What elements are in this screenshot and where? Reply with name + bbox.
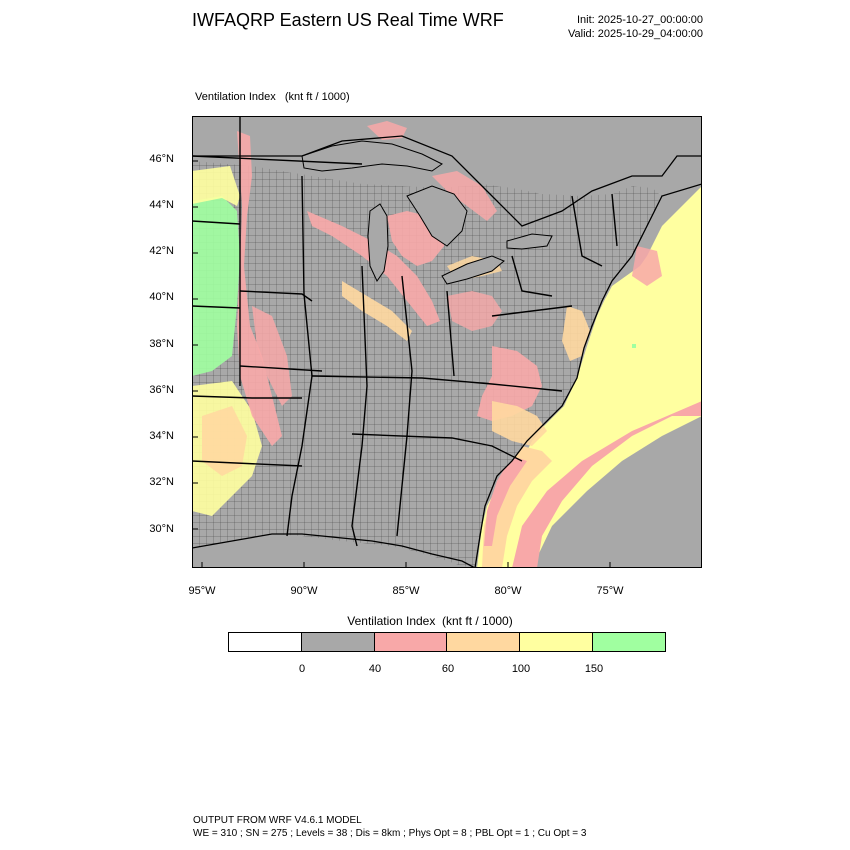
legend-colorbar bbox=[228, 632, 666, 652]
lake-ontario bbox=[506, 233, 553, 250]
vi-pink-west-stripe bbox=[237, 131, 282, 446]
lon-tick: 85°W bbox=[392, 585, 420, 597]
legend-swatch bbox=[374, 633, 448, 651]
lon-tick: 75°W bbox=[596, 585, 624, 597]
coastal-pink bbox=[484, 456, 527, 546]
lat-tick: 34°N bbox=[149, 430, 174, 442]
lon-tick: 90°W bbox=[290, 585, 318, 597]
valid-time: Valid: 2025-10-29_04:00:00 bbox=[568, 28, 703, 40]
legend-swatch bbox=[593, 633, 665, 651]
lat-tick: 40°N bbox=[149, 291, 174, 303]
vi-pink-west-band bbox=[252, 306, 292, 406]
vi-pink-michigan bbox=[307, 211, 440, 326]
init-time: Init: 2025-10-27_00:00:00 bbox=[577, 14, 703, 26]
legend-title: Ventilation Index (knt ft / 1000) bbox=[347, 614, 513, 628]
vi-pink-lake-superior bbox=[367, 121, 407, 140]
lon-tick: 95°W bbox=[188, 585, 216, 597]
vi-orange-delmarva bbox=[562, 306, 590, 361]
legend-label: 40 bbox=[368, 663, 382, 675]
vi-pink-new-england bbox=[632, 246, 662, 286]
legend-label: 100 bbox=[511, 663, 531, 675]
offshore-pink-band bbox=[512, 401, 702, 568]
gulf-coastline bbox=[192, 533, 476, 568]
lat-tick: 30°N bbox=[149, 523, 174, 535]
lat-tick: 42°N bbox=[149, 245, 174, 257]
legend-swatch bbox=[447, 633, 521, 651]
vi-orange-michigan-band bbox=[342, 281, 412, 341]
lat-tick: 46°N bbox=[149, 153, 174, 165]
vi-high-green-west bbox=[192, 196, 240, 376]
model-info: OUTPUT FROM WRF V4.6.1 MODEL bbox=[193, 815, 362, 826]
legend-label: 150 bbox=[584, 663, 604, 675]
lat-tick: 44°N bbox=[149, 199, 174, 211]
vi-pink-superior-north bbox=[432, 171, 497, 221]
variable-label: Ventilation Index (knt ft / 1000) bbox=[195, 91, 350, 103]
vi-orange-southwest bbox=[202, 406, 247, 476]
legend-swatch bbox=[301, 633, 375, 651]
legend-label: 0 bbox=[298, 663, 306, 675]
canada-border bbox=[192, 135, 702, 227]
lat-tick: 32°N bbox=[149, 476, 174, 488]
map-title: IWFAQRP Eastern US Real Time WRF bbox=[192, 10, 504, 30]
lat-tick: 36°N bbox=[149, 384, 174, 396]
legend-label: 60 bbox=[441, 663, 455, 675]
coastal-orange bbox=[482, 446, 552, 568]
state-borders bbox=[192, 116, 618, 547]
map-panel bbox=[192, 116, 702, 568]
vi-pink-ohio bbox=[447, 291, 502, 331]
lake-erie bbox=[441, 255, 505, 285]
vi-yellow-west bbox=[192, 166, 240, 206]
legend-swatch bbox=[229, 633, 302, 651]
lat-tick: 38°N bbox=[149, 338, 174, 350]
coastline bbox=[474, 183, 702, 568]
lake-michigan bbox=[367, 203, 389, 282]
model-config: WE = 310 ; SN = 275 ; Levels = 38 ; Dis … bbox=[193, 828, 587, 839]
gulf-of-mexico bbox=[192, 541, 467, 568]
vi-green-spot bbox=[632, 344, 636, 348]
legend-swatch bbox=[520, 633, 594, 651]
lake-huron bbox=[406, 185, 468, 247]
offshore-gray bbox=[532, 416, 702, 568]
lon-tick: 80°W bbox=[494, 585, 522, 597]
